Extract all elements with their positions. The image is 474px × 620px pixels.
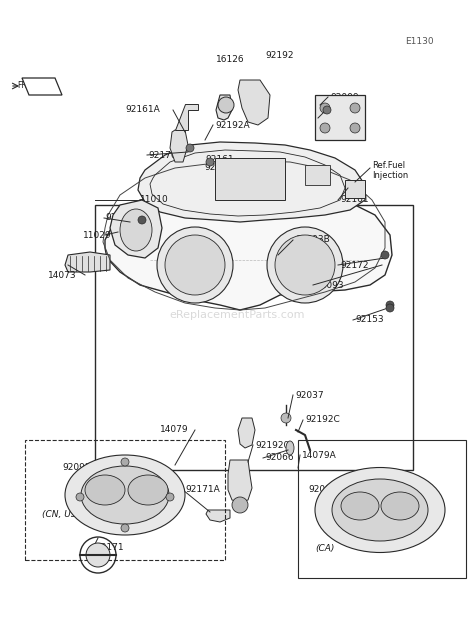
Ellipse shape (341, 492, 379, 520)
Text: (CN, US): (CN, US) (42, 510, 80, 520)
Text: 92153: 92153 (355, 316, 383, 324)
Polygon shape (105, 195, 392, 310)
Text: 92161: 92161 (204, 162, 233, 172)
Text: (CA): (CA) (315, 544, 334, 552)
Circle shape (320, 123, 330, 133)
Text: 92066: 92066 (265, 453, 293, 463)
Circle shape (218, 97, 234, 113)
Circle shape (386, 304, 394, 312)
Text: 92161A: 92161A (125, 105, 160, 115)
Text: 14079A: 14079A (302, 451, 337, 459)
Text: Injection: Injection (372, 170, 408, 180)
Text: 14073: 14073 (48, 270, 77, 280)
Polygon shape (110, 200, 162, 258)
Ellipse shape (128, 475, 168, 505)
Circle shape (121, 458, 129, 466)
Ellipse shape (85, 475, 125, 505)
Circle shape (381, 251, 389, 259)
Circle shape (86, 543, 110, 567)
Text: 11065: 11065 (330, 104, 359, 112)
Text: 92093A: 92093A (62, 464, 97, 472)
Ellipse shape (332, 479, 428, 541)
Circle shape (76, 493, 84, 501)
Circle shape (320, 103, 330, 113)
Text: Ref.Fuel: Ref.Fuel (372, 161, 405, 169)
Polygon shape (305, 165, 330, 185)
Polygon shape (238, 418, 255, 448)
Polygon shape (315, 95, 365, 140)
Text: FRONT: FRONT (17, 81, 43, 91)
Text: 92172: 92172 (340, 260, 368, 270)
Text: 14079: 14079 (160, 425, 189, 435)
Circle shape (157, 227, 233, 303)
Circle shape (350, 123, 360, 133)
Text: eReplacementParts.com: eReplacementParts.com (169, 310, 305, 320)
Text: 92093B: 92093B (295, 236, 330, 244)
Circle shape (165, 235, 225, 295)
Ellipse shape (315, 467, 445, 552)
Polygon shape (65, 252, 110, 272)
Text: 16126: 16126 (216, 56, 245, 64)
Circle shape (166, 493, 174, 501)
Ellipse shape (286, 441, 294, 455)
Circle shape (267, 227, 343, 303)
Ellipse shape (120, 209, 152, 251)
Circle shape (138, 216, 146, 224)
Text: 921920: 921920 (255, 440, 289, 450)
Circle shape (350, 103, 360, 113)
Text: 92161: 92161 (205, 156, 234, 164)
Circle shape (275, 235, 335, 295)
Text: 92093: 92093 (315, 280, 344, 290)
Text: 92192: 92192 (265, 50, 293, 60)
Text: 92009: 92009 (330, 92, 359, 102)
Ellipse shape (65, 455, 185, 535)
Polygon shape (216, 95, 232, 120)
Polygon shape (228, 460, 252, 502)
Polygon shape (22, 78, 62, 95)
Text: 92093A: 92093A (308, 485, 343, 495)
Circle shape (206, 158, 214, 166)
Text: 92171: 92171 (95, 544, 124, 552)
Polygon shape (170, 130, 188, 162)
Text: 92192A: 92192A (215, 120, 250, 130)
Polygon shape (215, 158, 285, 200)
Polygon shape (138, 142, 365, 222)
Bar (298, 440, 466, 578)
Polygon shape (345, 180, 365, 198)
Ellipse shape (81, 466, 169, 524)
Text: 92170: 92170 (148, 151, 177, 159)
Circle shape (186, 144, 194, 152)
Polygon shape (238, 80, 270, 125)
Circle shape (121, 524, 129, 532)
Circle shape (232, 497, 248, 513)
Ellipse shape (381, 492, 419, 520)
Polygon shape (175, 104, 198, 130)
Bar (95, 205, 413, 470)
Bar (25, 440, 225, 560)
Text: E1130: E1130 (405, 37, 434, 46)
Text: 11010: 11010 (140, 195, 169, 205)
Text: 92172: 92172 (105, 213, 134, 223)
Circle shape (323, 106, 331, 114)
Text: 92192C: 92192C (305, 415, 340, 425)
Text: 11029: 11029 (83, 231, 111, 239)
Text: 92171A: 92171A (185, 485, 220, 495)
Polygon shape (206, 510, 230, 522)
Text: 92037: 92037 (295, 391, 324, 399)
Circle shape (386, 301, 394, 309)
Circle shape (281, 413, 291, 423)
Text: 92161: 92161 (340, 195, 369, 205)
